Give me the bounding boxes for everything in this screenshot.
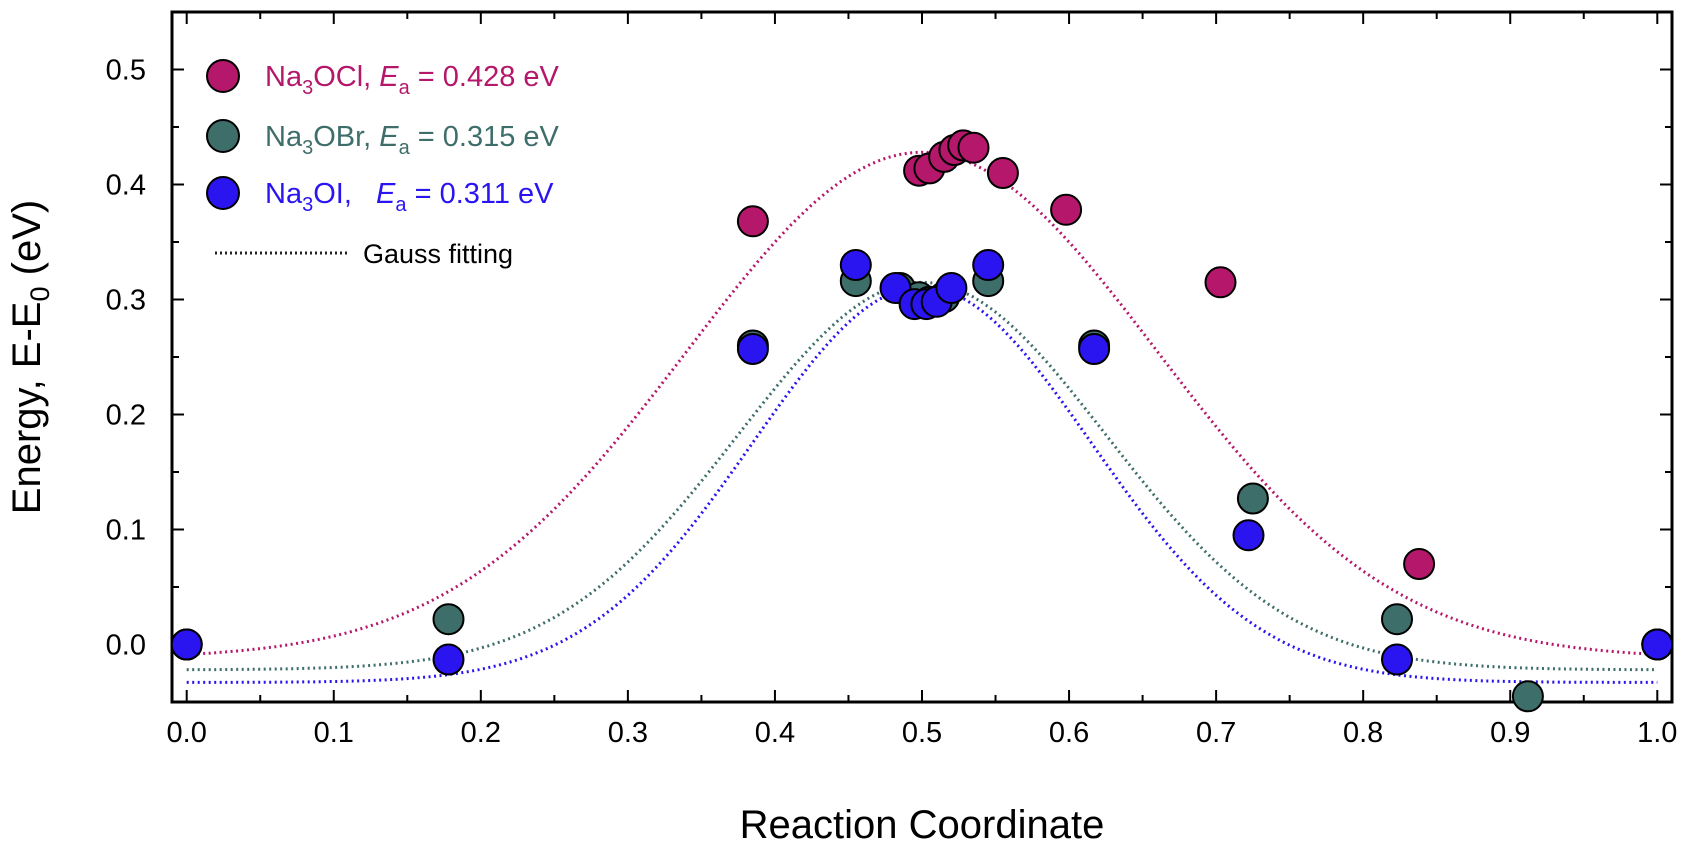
legend-label-ocl: Na3OCl, Ea = 0.428 eV xyxy=(265,61,560,99)
data-point-oi xyxy=(1641,628,1674,661)
data-point-oi xyxy=(972,249,1005,281)
x-tick-label: 0.9 xyxy=(1490,717,1530,749)
data-point-oi xyxy=(1078,333,1111,365)
data-point-obr xyxy=(1236,482,1269,515)
y-tick-label: 0.5 xyxy=(106,55,146,87)
data-point-ocl xyxy=(1204,266,1237,299)
legend-marker-ocl xyxy=(206,59,240,93)
legend-item-oi: Na3OI, Ea = 0.311 eV xyxy=(206,176,554,216)
y-tick-label: 0.2 xyxy=(106,400,146,432)
y-axis-title-main: Energy, E-E xyxy=(5,302,49,515)
x-tick-label: 0.5 xyxy=(902,717,942,749)
data-point-ocl xyxy=(986,157,1019,189)
data-point-ocl xyxy=(1403,548,1436,580)
data-point-oi xyxy=(935,272,968,304)
data-point-oi xyxy=(432,643,465,676)
x-tick-label: 0.8 xyxy=(1343,717,1383,749)
data-point-oi xyxy=(1381,643,1413,676)
legend-label-oi: Na3OI, Ea = 0.311 eV xyxy=(265,178,554,216)
legend-item-ocl: Na3OCl, Ea = 0.428 eV xyxy=(206,59,560,99)
x-tick-label: 0.1 xyxy=(314,717,354,749)
x-tick-label: 0.0 xyxy=(167,717,207,749)
legend-item-obr: Na3OBr, Ea = 0.315 eV xyxy=(206,119,560,159)
data-point-oi xyxy=(170,628,203,661)
legend-item-fit: Gauss fitting xyxy=(215,239,513,269)
data-point-ocl xyxy=(1050,193,1083,226)
fit-curve-oi xyxy=(186,285,1658,684)
x-tick-label: 0.3 xyxy=(608,717,648,749)
data-point-obr xyxy=(1511,680,1544,713)
data-point-oi xyxy=(839,249,872,281)
data-point-obr xyxy=(432,603,465,636)
legend-marker-obr xyxy=(206,119,240,153)
y-axis-title-unit: (eV) xyxy=(5,200,49,287)
x-axis-title: Reaction Coordinate xyxy=(740,803,1105,843)
y-axis-title-sub: 0 xyxy=(25,286,55,301)
y-tick-label: 0.1 xyxy=(106,515,146,547)
data-point-ocl xyxy=(957,131,990,164)
fit-curves xyxy=(186,150,1658,684)
legend-marker-oi xyxy=(206,176,240,210)
tick-labels: 0.0 0.1 0.2 0.3 0.4 0.5 0.6 0.7 0.8 0.9 1.0 0.0 0.1 0… xyxy=(106,55,1678,750)
plot-frame xyxy=(170,10,1674,704)
y-axis-title: Energy, E-E0 (eV) xyxy=(5,200,55,514)
y-tick-label: 0.0 xyxy=(106,630,146,662)
y-tick-label: 0.3 xyxy=(106,285,146,317)
axis-ticks xyxy=(172,12,1672,702)
x-tick-label: 0.6 xyxy=(1049,717,1089,749)
data-points xyxy=(170,129,1674,713)
data-point-ocl xyxy=(736,205,769,238)
legend: Na3OCl, Ea = 0.428 eV Na3OBr, Ea = 0.315… xyxy=(206,59,560,269)
x-tick-label: 1.0 xyxy=(1637,717,1677,749)
x-tick-label: 0.7 xyxy=(1196,717,1236,749)
x-tick-label: 0.4 xyxy=(755,717,795,749)
data-point-oi xyxy=(1232,519,1265,552)
y-tick-label: 0.4 xyxy=(106,170,146,202)
data-point-oi xyxy=(736,333,769,365)
legend-fit-label: Gauss fitting xyxy=(363,239,513,269)
legend-label-obr: Na3OBr, Ea = 0.315 eV xyxy=(265,121,560,159)
fit-curve-ocl xyxy=(186,150,1658,656)
data-point-obr xyxy=(1381,603,1413,636)
x-tick-label: 0.2 xyxy=(461,717,501,749)
